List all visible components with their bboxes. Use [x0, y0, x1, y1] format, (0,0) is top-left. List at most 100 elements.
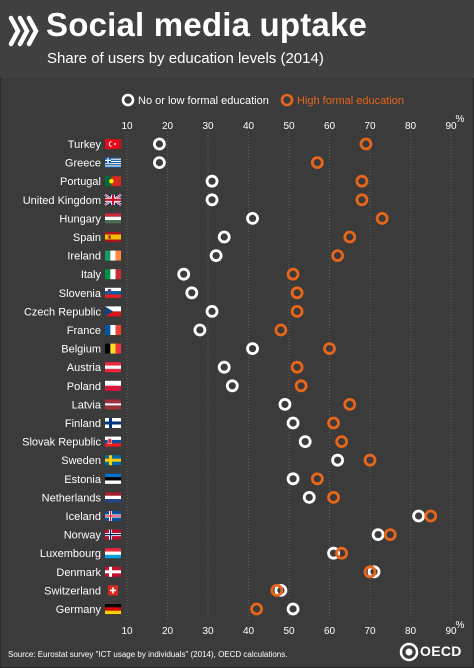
x-tick-label-top: 40: [243, 121, 255, 132]
flag-stripe: [105, 163, 121, 165]
data-point-high-education: [424, 509, 438, 523]
country-label: Portugal: [60, 176, 101, 188]
flag-stripe: [110, 325, 116, 335]
country-label: Ireland: [67, 251, 101, 263]
data-point-low-education: [217, 360, 231, 374]
flag-stripe: [105, 157, 121, 159]
austria-flag-icon: [105, 362, 121, 373]
data-point-low-education: [286, 472, 300, 486]
x-tick-label-top: 70: [364, 121, 376, 132]
country-row: Slovak Republic: [22, 435, 349, 449]
flag-stripe: [105, 477, 121, 481]
flag-stripe: [105, 499, 121, 503]
flag-stripe: [105, 439, 121, 444]
country-label: Poland: [67, 381, 101, 393]
data-point-low-education: [205, 174, 219, 188]
data-point-high-education: [290, 360, 304, 374]
x-tick-label-top: 10: [121, 121, 133, 132]
flag-stripe: [105, 325, 111, 335]
data-point-high-education: [250, 602, 264, 616]
flag-cross: [105, 570, 121, 574]
greece-flag-icon: [105, 157, 121, 168]
data-point-high-education: [375, 211, 389, 225]
country-row: Latvia: [72, 397, 357, 411]
data-point-high-education: [343, 397, 357, 411]
flag-emblem: [108, 235, 111, 239]
x-tick-label-bottom: 10: [121, 626, 133, 637]
flag-stripe: [115, 343, 122, 354]
flag-stripe: [105, 436, 121, 440]
country-label: Turkey: [68, 139, 102, 151]
data-point-high-education: [327, 416, 340, 430]
data-point-low-education: [278, 397, 292, 411]
flag-stripe: [105, 311, 121, 317]
hungary-flag-icon: [105, 213, 121, 224]
data-point-high-education: [363, 565, 377, 579]
flag-stripe: [105, 399, 121, 402]
data-point-low-education: [246, 342, 259, 356]
flag-stripe: [110, 250, 116, 261]
country-rows: Turkey Greece Portugal United Kingdom Hungar…: [22, 137, 438, 616]
czech-republic-flag-icon: [105, 306, 121, 317]
estonia-flag-icon: [105, 473, 121, 484]
flag-emblem: [107, 289, 112, 294]
country-label: Austria: [67, 362, 102, 374]
france-flag-icon: [105, 325, 122, 335]
data-point-high-education: [294, 379, 308, 393]
data-point-low-education: [205, 304, 219, 318]
country-label: Germany: [56, 604, 102, 616]
country-label: Hungary: [59, 213, 101, 225]
flag-emblem: [109, 178, 114, 184]
flag-stripe: [105, 216, 121, 221]
country-row: Portugal: [60, 174, 369, 188]
data-point-low-education: [177, 267, 191, 281]
finland-flag-icon: [105, 418, 121, 428]
data-point-high-education: [274, 323, 288, 337]
flag-cross: [105, 458, 121, 462]
country-row: Norway: [64, 528, 397, 542]
data-point-high-education: [290, 304, 304, 318]
flag-stripe: [105, 368, 121, 373]
x-tick-label-bottom: 30: [202, 626, 214, 637]
luxembourg-flag-icon: [105, 548, 121, 559]
flag-stripe: [105, 607, 121, 611]
netherlands-flag-icon: [105, 492, 121, 503]
flag-stripe: [105, 234, 121, 238]
unit-label-bottom: %: [456, 620, 465, 631]
country-label: Netherlands: [42, 492, 102, 504]
data-point-high-education: [355, 193, 369, 207]
country-label: Luxembourg: [40, 548, 101, 560]
data-point-low-education: [193, 323, 207, 337]
flag-stripe: [105, 232, 121, 235]
country-label: Norway: [64, 530, 102, 542]
x-tick-label-top: 60: [324, 121, 336, 132]
data-point-low-education: [286, 602, 300, 616]
country-label: Italy: [81, 269, 102, 281]
country-row: Ireland: [67, 249, 345, 263]
flag-cross-inner: [105, 534, 121, 536]
portugal-flag-icon: [105, 176, 121, 187]
flag-stripe: [105, 166, 121, 168]
country-row: Slovenia: [59, 286, 304, 300]
top-axis-ticks: 10 20 30 40 50 60 70 80 90%: [121, 114, 464, 132]
flag-stripe: [105, 237, 121, 240]
data-point-low-education: [274, 584, 288, 597]
data-point-low-education: [331, 453, 345, 467]
data-point-high-education: [327, 490, 340, 504]
page-subtitle: Share of users by education levels (2014…: [47, 50, 324, 67]
flag-stripe: [105, 159, 121, 161]
legend-label-high-education: High formal education: [297, 95, 404, 107]
country-label: Sweden: [61, 455, 101, 467]
data-point-low-education: [286, 416, 300, 430]
country-label: Latvia: [72, 399, 102, 411]
data-point-low-education: [152, 156, 166, 170]
data-point-high-education: [343, 230, 357, 244]
country-label: United Kingdom: [23, 195, 101, 207]
x-tick-label-top: 20: [162, 121, 174, 132]
flag-stripe: [105, 480, 121, 484]
flag-crescent: [109, 141, 115, 147]
flag-stripe: [115, 269, 122, 280]
flag-stripe: [105, 365, 121, 369]
data-point-low-education: [298, 435, 312, 449]
